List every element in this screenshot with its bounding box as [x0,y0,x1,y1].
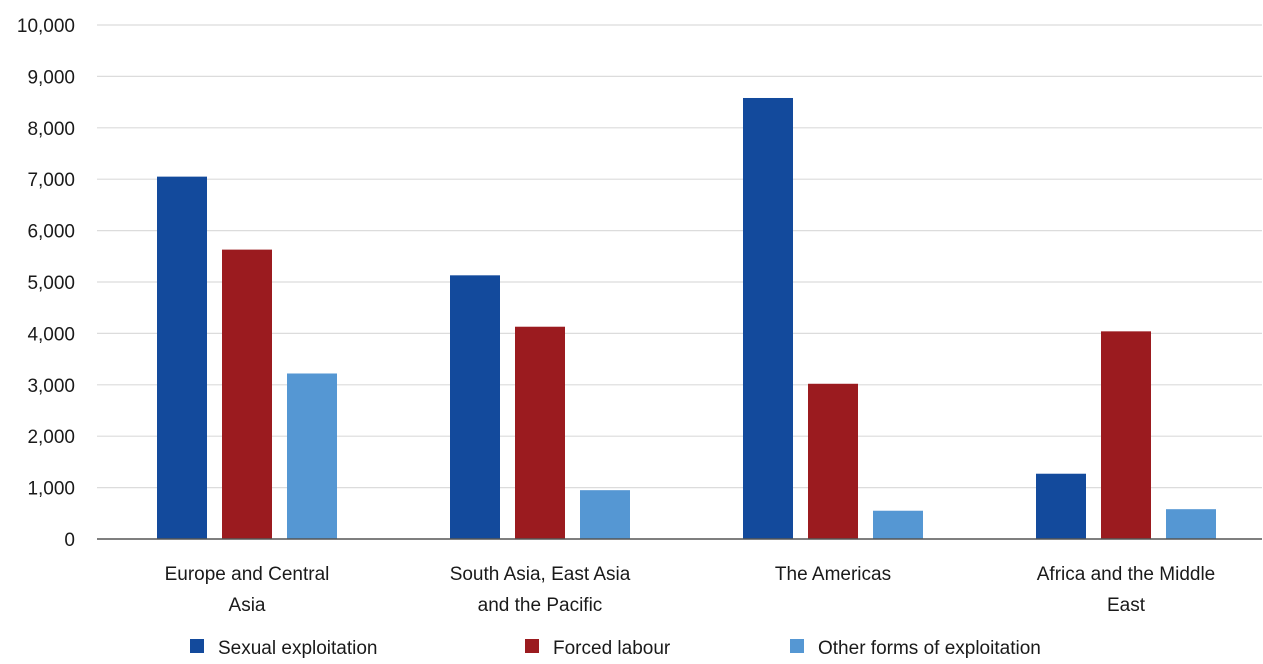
category-label: Europe and Central Asia [165,564,330,616]
bar-sexual-exploitation [157,176,207,539]
bar-forced-labour [808,383,858,539]
bar-forced-labour [222,249,272,540]
y-tick-label: 5,000 [27,273,75,294]
legend: Sexual exploitation Forced labour Other fo… [190,638,1041,659]
legend-label: Other forms of exploitation [818,638,1041,659]
bar-other-forms-of-exploitation [287,373,337,539]
legend-item-forced-labour: Forced labour [525,638,671,659]
y-tick-label: 3,000 [27,376,75,397]
y-tick-label: 9,000 [27,67,75,88]
legend-item-sexual-exploitation: Sexual exploitation [190,638,378,659]
y-tick-label: 10,000 [17,16,75,37]
bar-forced-labour [1101,331,1151,539]
bar-other-forms-of-exploitation [873,510,923,539]
y-tick-label: 8,000 [27,119,75,140]
legend-swatch [790,639,804,653]
y-tick-label: 0 [64,530,75,551]
y-tick-label: 4,000 [27,324,75,345]
legend-swatch [190,639,204,653]
legend-swatch [525,639,539,653]
category-label: South Asia, East Asia and the Pacific [450,564,631,616]
category-label: The Americas [775,564,891,585]
category-labels: Europe and Central Asia South Asia, East A… [165,564,1216,616]
bar-sexual-exploitation [1036,473,1086,539]
bar-sexual-exploitation [450,275,500,539]
bar-forced-labour [515,326,565,539]
y-tick-label: 2,000 [27,427,75,448]
bar-sexual-exploitation [743,97,793,539]
y-tick-label: 7,000 [27,170,75,191]
category-label: Africa and the Middle East [1037,564,1216,616]
y-tick-label: 1,000 [27,479,75,500]
bar-other-forms-of-exploitation [1166,509,1216,539]
bars [157,97,1216,540]
y-axis-ticks: 0 1,000 2,000 3,000 4,000 5,000 6,000 7,000 8,00… [17,16,75,551]
legend-item-other-forms-of-exploitation: Other forms of exploitation [790,638,1041,659]
bar-other-forms-of-exploitation [580,490,630,539]
legend-label: Sexual exploitation [218,638,378,659]
legend-label: Forced labour [553,638,671,659]
y-tick-label: 6,000 [27,222,75,243]
